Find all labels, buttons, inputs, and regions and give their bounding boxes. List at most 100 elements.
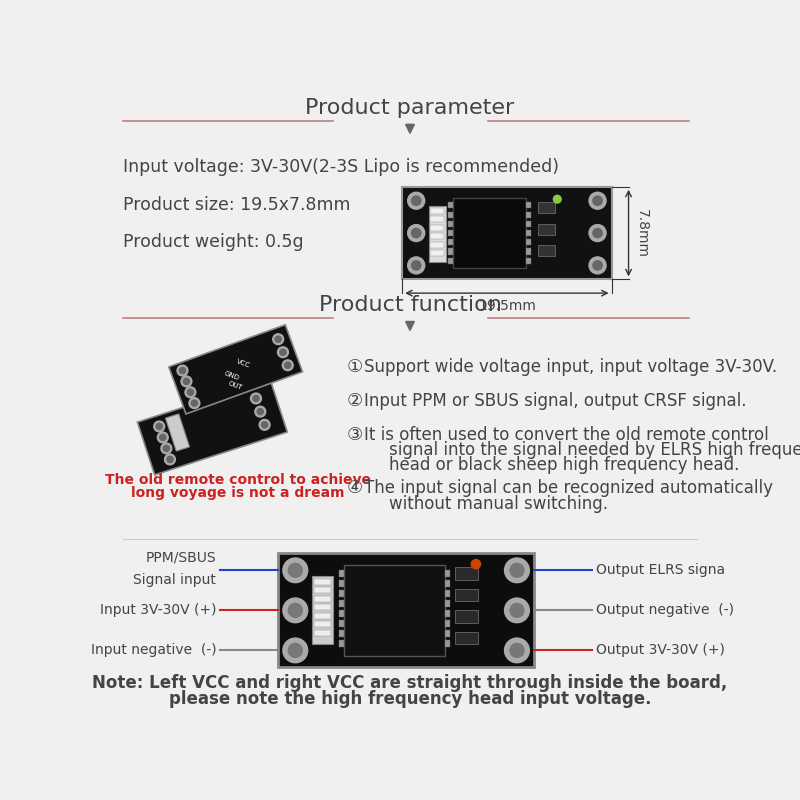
Circle shape bbox=[411, 229, 421, 238]
Polygon shape bbox=[138, 379, 287, 475]
Bar bbox=[526, 258, 531, 264]
Text: Output 3V-30V (+): Output 3V-30V (+) bbox=[596, 643, 725, 658]
Bar bbox=[314, 630, 331, 636]
Bar bbox=[445, 620, 450, 627]
Circle shape bbox=[554, 195, 561, 203]
Bar bbox=[339, 630, 344, 638]
Circle shape bbox=[510, 603, 524, 618]
Bar bbox=[526, 249, 531, 254]
Bar bbox=[314, 604, 331, 610]
Bar bbox=[430, 250, 444, 256]
Circle shape bbox=[411, 261, 421, 270]
Bar bbox=[430, 233, 444, 239]
Bar bbox=[538, 202, 555, 213]
Circle shape bbox=[189, 398, 200, 409]
Bar bbox=[339, 590, 344, 598]
Circle shape bbox=[285, 362, 291, 368]
Text: Input PPM or SBUS signal, output CRSF signal.: Input PPM or SBUS signal, output CRSF si… bbox=[363, 393, 746, 410]
Text: 19.5mm: 19.5mm bbox=[478, 299, 536, 314]
Bar bbox=[314, 621, 331, 627]
Bar bbox=[448, 258, 453, 264]
Circle shape bbox=[408, 225, 425, 242]
Circle shape bbox=[283, 558, 308, 582]
Circle shape bbox=[255, 406, 266, 417]
Text: ③: ③ bbox=[346, 426, 362, 443]
Circle shape bbox=[283, 598, 308, 622]
Bar bbox=[445, 610, 450, 618]
Circle shape bbox=[161, 443, 172, 454]
Circle shape bbox=[179, 367, 186, 374]
Circle shape bbox=[408, 257, 425, 274]
Bar bbox=[314, 596, 331, 602]
Bar bbox=[455, 567, 478, 579]
Bar bbox=[448, 230, 453, 236]
Bar bbox=[448, 211, 453, 218]
Bar bbox=[445, 590, 450, 598]
Text: The old remote control to achieve: The old remote control to achieve bbox=[105, 474, 371, 487]
Text: Product parameter: Product parameter bbox=[306, 98, 514, 118]
Circle shape bbox=[411, 196, 421, 206]
Bar bbox=[314, 578, 331, 585]
Circle shape bbox=[259, 419, 270, 430]
Text: Product weight: 0.5g: Product weight: 0.5g bbox=[123, 233, 304, 251]
Bar bbox=[430, 242, 444, 248]
Bar bbox=[339, 570, 344, 578]
Bar bbox=[448, 239, 453, 246]
Bar bbox=[339, 580, 344, 587]
Bar bbox=[455, 610, 478, 622]
Circle shape bbox=[471, 559, 481, 569]
Bar bbox=[445, 580, 450, 587]
Bar bbox=[526, 221, 531, 227]
Text: PPM/SBUS: PPM/SBUS bbox=[146, 550, 216, 564]
Text: without manual switching.: without manual switching. bbox=[389, 495, 608, 513]
Bar bbox=[344, 565, 445, 656]
Circle shape bbox=[288, 563, 302, 578]
Circle shape bbox=[191, 400, 198, 406]
Circle shape bbox=[160, 434, 166, 441]
Bar bbox=[314, 587, 331, 594]
Circle shape bbox=[183, 378, 190, 385]
Bar bbox=[526, 230, 531, 236]
Circle shape bbox=[589, 257, 606, 274]
Bar bbox=[430, 225, 444, 230]
Bar bbox=[455, 632, 478, 644]
Text: GND: GND bbox=[223, 370, 240, 381]
Text: ①: ① bbox=[346, 358, 362, 376]
Circle shape bbox=[163, 446, 170, 451]
Text: Output negative  (-): Output negative (-) bbox=[596, 603, 734, 618]
Bar bbox=[538, 224, 555, 234]
Text: 7.8mm: 7.8mm bbox=[634, 209, 649, 258]
Circle shape bbox=[158, 432, 168, 443]
Bar bbox=[445, 570, 450, 578]
Text: Support wide voltage input, input voltage 3V-30V.: Support wide voltage input, input voltag… bbox=[363, 358, 777, 376]
Bar bbox=[339, 620, 344, 627]
Polygon shape bbox=[169, 325, 302, 414]
Bar bbox=[448, 202, 453, 209]
Circle shape bbox=[156, 423, 162, 430]
Bar bbox=[455, 589, 478, 601]
Bar bbox=[339, 640, 344, 647]
Bar bbox=[312, 577, 333, 644]
Circle shape bbox=[282, 360, 293, 370]
Text: It is often used to convert the old remote control: It is often used to convert the old remo… bbox=[363, 426, 768, 443]
Circle shape bbox=[280, 349, 286, 355]
Circle shape bbox=[273, 334, 284, 345]
Text: The input signal can be recognized automatically: The input signal can be recognized autom… bbox=[363, 479, 773, 498]
Circle shape bbox=[288, 603, 302, 618]
Circle shape bbox=[283, 638, 308, 662]
Circle shape bbox=[278, 347, 288, 358]
Bar bbox=[402, 187, 611, 279]
Bar bbox=[430, 208, 444, 214]
Circle shape bbox=[408, 192, 425, 209]
Bar bbox=[314, 613, 331, 619]
Bar bbox=[526, 202, 531, 209]
Circle shape bbox=[589, 192, 606, 209]
Text: Product function: Product function bbox=[318, 294, 502, 314]
Circle shape bbox=[181, 376, 192, 386]
Circle shape bbox=[154, 421, 165, 432]
Circle shape bbox=[275, 336, 282, 342]
Circle shape bbox=[505, 558, 530, 582]
Text: Output ELRS signa: Output ELRS signa bbox=[596, 563, 725, 578]
Text: Input voltage: 3V-30V(2-3S Lipo is recommended): Input voltage: 3V-30V(2-3S Lipo is recom… bbox=[123, 158, 559, 176]
Bar bbox=[526, 211, 531, 218]
